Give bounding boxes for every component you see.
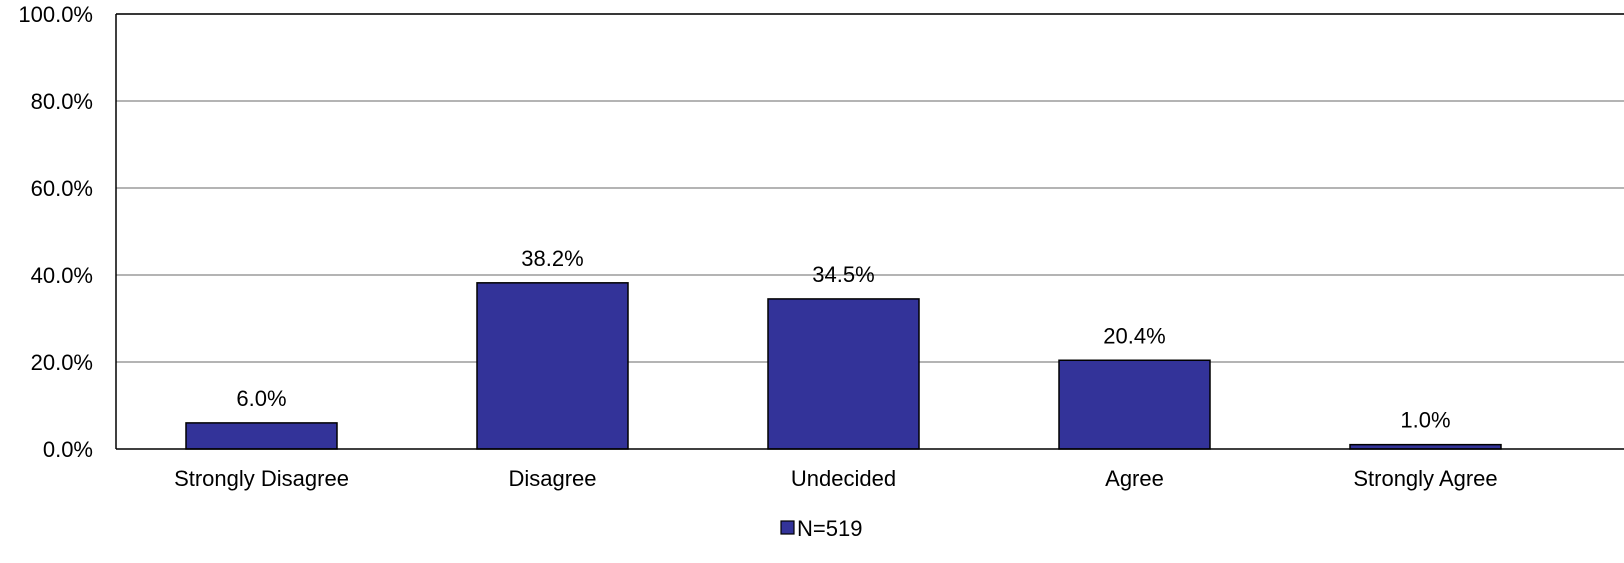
x-tick-label: Disagree bbox=[508, 466, 596, 491]
y-axis-tick-labels: 0.0% 20.0% 40.0% 60.0% 80.0% 100.0% bbox=[18, 2, 93, 462]
x-axis-tick-labels: Strongly Disagree Disagree Undecided Agree S… bbox=[174, 466, 1498, 491]
bars bbox=[185, 282, 1502, 450]
legend-label: N=519 bbox=[797, 516, 862, 541]
bar bbox=[1058, 359, 1211, 450]
legend: N=519 bbox=[780, 516, 862, 541]
y-tick-label: 40.0% bbox=[31, 263, 93, 288]
legend-swatch bbox=[780, 520, 795, 535]
data-labels: 6.0% 38.2% 34.5% 20.4% 1.0% bbox=[236, 246, 1450, 433]
bar bbox=[476, 282, 629, 450]
bar bbox=[767, 298, 920, 450]
x-tick-label: Undecided bbox=[791, 466, 896, 491]
data-label: 1.0% bbox=[1400, 408, 1450, 433]
axes bbox=[115, 13, 1624, 450]
y-tick-label: 60.0% bbox=[31, 176, 93, 201]
data-label: 34.5% bbox=[812, 262, 874, 287]
bar bbox=[185, 422, 338, 450]
data-label: 38.2% bbox=[521, 246, 583, 271]
x-tick-label: Agree bbox=[1105, 466, 1164, 491]
y-tick-label: 100.0% bbox=[18, 2, 93, 27]
data-label: 6.0% bbox=[236, 386, 286, 411]
y-tick-label: 0.0% bbox=[43, 437, 93, 462]
y-tick-label: 80.0% bbox=[31, 89, 93, 114]
y-tick-label: 20.0% bbox=[31, 350, 93, 375]
x-tick-label: Strongly Agree bbox=[1353, 466, 1497, 491]
data-label: 20.4% bbox=[1103, 323, 1165, 348]
x-tick-label: Strongly Disagree bbox=[174, 466, 349, 491]
